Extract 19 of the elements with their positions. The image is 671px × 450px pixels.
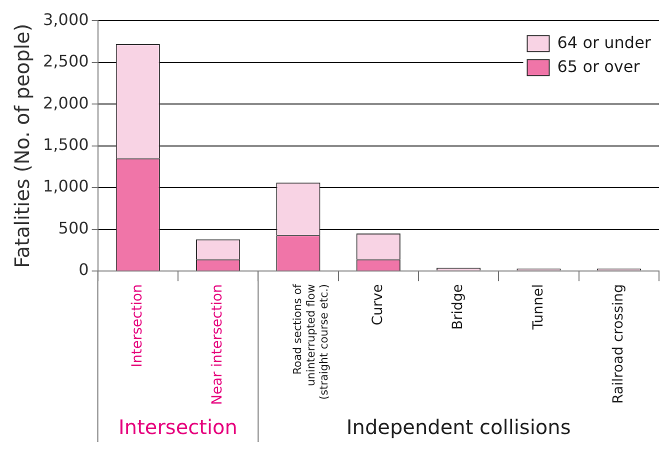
y-tick-label: 1,500 [42,135,89,154]
text: Independent collisions [346,415,571,439]
y-tick-label: 2,500 [42,52,89,71]
x-tick-label: Bridge [450,284,466,330]
y-tick-label: 500 [58,218,89,238]
y-tick-label: 2,000 [42,93,89,112]
x-tick-label: Near intersection [210,284,226,406]
legend-label: 65 or over [557,56,640,76]
y-axis-title: Fatalities (No. of people) [10,24,34,268]
x-tick-label: Road sections of uninterrupted flow (straight course etc.) [291,282,330,400]
y-tick-label: 0 [78,260,89,280]
text: Intersection [118,415,238,439]
y-tick-label: 1,000 [42,176,89,196]
x-tick-label: Tunnel [530,284,546,331]
x-tick-label: Railroad crossing [610,284,627,404]
legend-label: 64 or under [557,32,652,52]
y-tick-label: 3,000 [42,10,89,29]
x-tick-label: Curve [370,284,386,326]
x-tick-label: Intersection [130,284,146,368]
